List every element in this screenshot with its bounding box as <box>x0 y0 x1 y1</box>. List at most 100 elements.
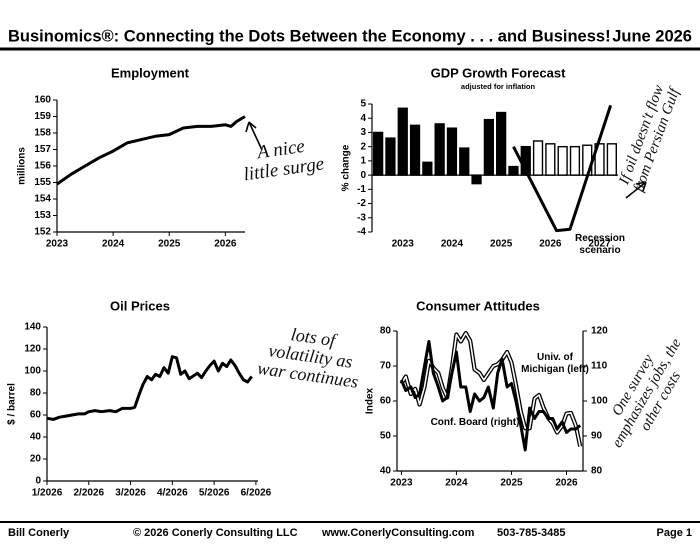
y-tick-label: 159 <box>34 111 51 122</box>
x-tick-label: 1/2026 <box>32 488 63 499</box>
y-tick-label: 2 <box>360 141 366 152</box>
x-tick-label: 5/2026 <box>199 488 230 499</box>
y-tick-label: 155 <box>34 177 51 188</box>
bar <box>532 140 544 176</box>
bar <box>459 147 470 176</box>
y-tick-label: 80 <box>380 326 392 337</box>
bar <box>397 107 408 176</box>
y-tick-label: -1 <box>357 184 366 195</box>
bar <box>545 143 556 176</box>
y-tick-label: 4 <box>360 113 366 124</box>
y-tick-label: 157 <box>34 144 51 155</box>
y-tick-label: 70 <box>380 361 392 372</box>
annotation-arrow <box>625 181 647 199</box>
annotation-arrow <box>245 121 263 151</box>
x-tick-label: 2026 <box>555 478 578 489</box>
page-title: Businomics®: Connecting the Dots Between… <box>8 27 611 45</box>
y-tick-label: 110 <box>591 361 608 372</box>
bar <box>422 161 433 176</box>
y-tick-label: 120 <box>591 326 608 337</box>
footer-author: Bill Conerly <box>8 527 70 539</box>
bar <box>557 145 568 176</box>
y-tick-label: 0 <box>360 170 366 181</box>
bar <box>496 111 507 176</box>
x-tick-label: 4/2026 <box>157 488 188 499</box>
bar <box>409 124 421 176</box>
y-tick-label: 160 <box>34 95 51 106</box>
y-tick-label: 1 <box>360 156 366 167</box>
bar <box>471 174 482 185</box>
y-tick-label: 90 <box>591 431 603 442</box>
bar <box>606 143 617 176</box>
y-tick-label: 20 <box>30 454 42 465</box>
series-label: Univ. of Michigan (left) <box>521 352 589 375</box>
chart-title: Employment <box>111 65 190 80</box>
x-tick-label: 2024 <box>445 478 468 489</box>
series-label: Conf. Board (right) <box>430 417 520 428</box>
chart-title: GDP Growth Forecast <box>431 65 567 80</box>
x-tick-label: 2025 <box>500 478 523 489</box>
y-tick-label: 158 <box>34 128 51 139</box>
bar <box>434 123 445 176</box>
chart-subtitle: adjusted for inflation <box>461 82 536 91</box>
footer-copyright: © 2026 Conerly Consulting LLC <box>133 527 298 539</box>
line <box>46 355 253 421</box>
y-tick-label: -3 <box>357 212 366 223</box>
x-tick-label: 2023 <box>46 239 69 250</box>
y-tick-label: 3 <box>360 127 366 138</box>
footer-page: Page 1 <box>657 527 692 539</box>
y-axis-label: % change <box>341 144 352 191</box>
y-tick-label: 154 <box>34 194 51 205</box>
x-tick-label: 2023 <box>390 478 413 489</box>
x-tick-label: 2027 <box>588 239 611 250</box>
bar <box>385 137 396 176</box>
y-tick-label: 50 <box>380 431 392 442</box>
line <box>56 115 246 186</box>
x-tick-label: 2024 <box>102 239 125 250</box>
y-tick-label: -4 <box>357 227 366 238</box>
y-tick-label: 5 <box>360 99 366 110</box>
y-tick-label: 60 <box>380 396 392 407</box>
x-tick-label: 3/2026 <box>115 488 146 499</box>
x-tick-label: 2024 <box>441 239 464 250</box>
y-tick-label: 100 <box>24 366 41 377</box>
footer-website: www.ConerlyConsulting.com <box>321 527 475 539</box>
y-tick-label: -2 <box>357 198 366 209</box>
y-tick-label: 40 <box>380 466 392 477</box>
y-axis-label: millions <box>17 147 28 185</box>
y-tick-label: 80 <box>591 466 603 477</box>
bar <box>483 118 494 176</box>
y-axis-label: $ / barrel <box>7 383 18 425</box>
x-tick-label: 2/2026 <box>73 488 104 499</box>
bar <box>446 127 458 176</box>
chart-title: Consumer Attitudes <box>416 298 540 313</box>
y-tick-label: 0 <box>35 476 41 487</box>
x-tick-label: 2026 <box>539 239 562 250</box>
line <box>512 104 613 233</box>
bar <box>569 145 581 176</box>
page-date: June 2026 <box>612 27 692 45</box>
y-tick-label: 60 <box>30 410 42 421</box>
x-tick-label: 2025 <box>158 239 181 250</box>
y-tick-label: 120 <box>24 344 41 355</box>
series-label: Recession scenario <box>574 233 626 256</box>
line <box>400 340 582 452</box>
y-tick-label: 80 <box>30 388 42 399</box>
y-tick-label: 156 <box>34 161 51 172</box>
y-tick-label: 152 <box>34 227 51 238</box>
y-tick-label: 40 <box>30 432 42 443</box>
y-tick-label: 100 <box>591 396 608 407</box>
x-tick-label: 2026 <box>214 239 237 250</box>
y-tick-label: 153 <box>34 210 51 221</box>
y-axis-label: Index <box>365 388 376 415</box>
chart-title: Oil Prices <box>110 298 170 313</box>
bar <box>508 165 519 176</box>
bar <box>373 131 384 176</box>
x-tick-label: 2023 <box>392 239 415 250</box>
x-tick-label: 2025 <box>490 239 513 250</box>
y-tick-label: 140 <box>24 322 41 333</box>
footer-phone: 503-785-3485 <box>497 527 566 539</box>
x-tick-label: 6/2026 <box>241 488 272 499</box>
